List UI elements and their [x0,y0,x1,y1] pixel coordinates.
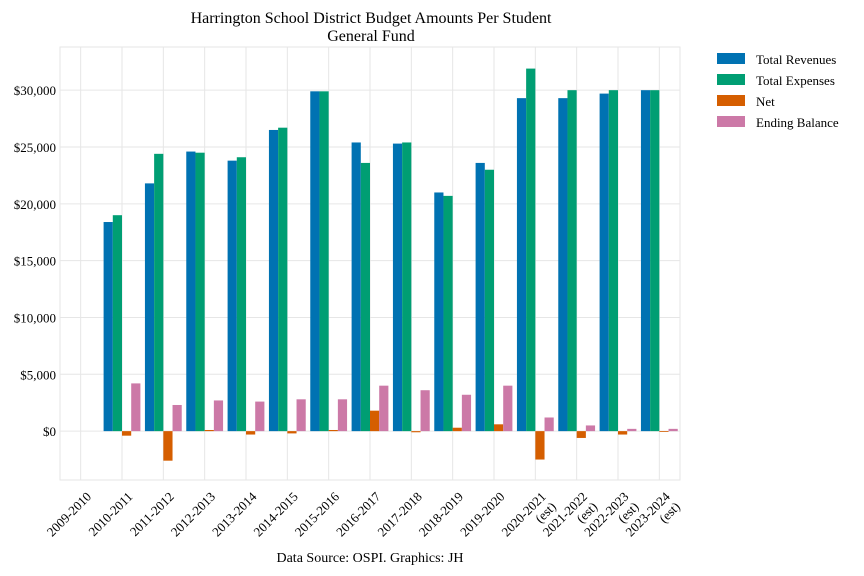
legend-swatch [717,53,745,64]
y-axis-ticks: $0 $5,000 $10,000 $15,000 $20,000 $25,000 $30,… [14,83,56,439]
bar-total-expenses [154,153,164,432]
x-axis-ticks: 2009-20102010-20112011-20122012-20132013… [44,489,683,550]
bar-ending-balance [255,401,265,432]
bar-total-expenses [526,68,536,432]
x-tick-label: 2023-2024(est) [622,489,683,550]
legend-swatch [717,116,745,127]
bar-total-revenues [144,183,155,432]
bar-ending-balance [296,399,306,432]
chart-subtitle: General Fund [327,28,415,45]
bar-ending-balance [337,399,348,432]
legend-label: Total Expenses [756,73,835,88]
bar-total-expenses [402,142,412,432]
x-tick-label: 2014-2015 [250,489,300,539]
bar-net [204,429,214,432]
legend-swatch [717,74,745,85]
legend-swatch [717,95,745,106]
y-tick-label: $15,000 [14,254,56,269]
bar-ending-balance [461,394,472,432]
bar-ending-balance [544,417,554,432]
bar-ending-balance [503,385,513,432]
bar-ending-balance [627,428,637,432]
x-tick-label: 2017-2018 [374,489,424,539]
bar-total-expenses [650,90,660,432]
bar-total-revenues [599,93,609,432]
bar-net [246,431,256,435]
bar-net [287,431,297,434]
bar-total-revenues [310,91,320,432]
bar-total-revenues [516,98,527,432]
y-tick-label: $20,000 [14,197,56,212]
bar-total-revenues [640,90,651,432]
bar-total-revenues [392,143,403,432]
bar-total-expenses [112,215,122,432]
bar-total-revenues [268,129,279,432]
y-tick-label: $10,000 [14,310,56,325]
bar-net [328,429,338,432]
source-note: Data Source: OSPI. Graphics: JH [276,551,463,566]
bar-net [452,427,462,432]
bar-net [494,424,504,432]
bar-ending-balance [420,390,430,432]
bar-net [659,431,669,432]
bar-total-expenses [567,90,577,432]
bar-net [618,431,628,435]
bar-total-expenses [443,195,453,432]
chart-title-block: Harrington School District Budget Amount… [191,10,552,45]
x-tick-label: 2010-2011 [85,489,135,539]
bar-total-expenses [278,127,288,432]
bar-ending-balance [131,383,141,432]
bar-net [576,431,586,438]
bar-total-revenues [475,162,485,432]
x-tick-label: 2009-2010 [44,489,94,539]
bar-total-revenues [434,192,444,432]
bar-total-expenses [319,91,329,432]
legend: Total Revenues Total Expenses Net Ending Ba… [717,52,839,130]
bar-net [411,431,421,433]
bar-total-revenues [103,222,113,432]
bar-net [163,431,173,461]
x-tick-label: 2019-2020 [457,489,507,539]
bar-total-revenues [186,151,196,432]
bar-total-expenses [484,169,494,432]
bar-total-revenues [351,142,361,432]
bar-net [535,431,545,460]
legend-label: Ending Balance [756,115,839,130]
x-tick-label: 2018-2019 [416,489,466,539]
y-tick-label: $25,000 [14,140,56,155]
x-tick-label: 2012-2013 [168,489,218,539]
bar-ending-balance [213,400,224,432]
bar-total-expenses [608,90,618,432]
bar-marks [103,68,678,461]
bar-total-revenues [558,98,568,432]
legend-label: Total Revenues [756,52,836,67]
bar-ending-balance [379,385,389,432]
bar-total-expenses [360,162,370,432]
bar-net [370,410,380,432]
bar-ending-balance [585,425,596,432]
bar-net [122,431,132,436]
y-tick-label: $5,000 [20,367,56,382]
legend-label: Net [756,94,775,109]
bar-ending-balance [172,404,182,432]
y-tick-label: $0 [43,424,56,439]
bar-total-revenues [227,160,237,432]
bar-ending-balance [668,428,678,432]
bar-total-expenses [195,152,205,432]
bar-total-expenses [236,157,246,432]
y-tick-label: $30,000 [14,83,56,98]
chart-title: Harrington School District Budget Amount… [191,10,552,27]
